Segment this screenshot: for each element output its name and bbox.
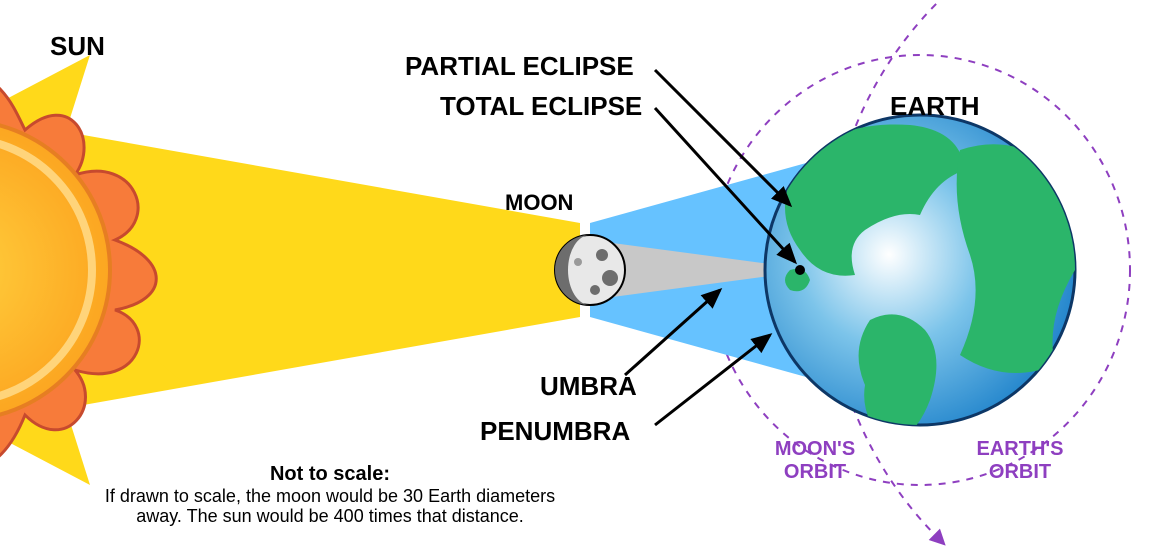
note-line-1: If drawn to scale, the moon would be 30 … bbox=[105, 486, 555, 506]
label-moons-orbit-1: MOON'S bbox=[775, 438, 855, 460]
earth bbox=[765, 115, 1095, 445]
label-partial-eclipse: PARTIAL ECLIPSE bbox=[405, 51, 634, 81]
label-earths-orbit-2: ORBIT bbox=[989, 461, 1051, 483]
note-line-2: away. The sun would be 400 times that di… bbox=[136, 506, 524, 526]
label-penumbra: PENUMBRA bbox=[480, 416, 630, 446]
eclipse-diagram: SUN EARTH MOON PARTIAL ECLIPSE TOTAL ECL… bbox=[0, 0, 1158, 548]
label-earth: EARTH bbox=[890, 91, 980, 121]
note-title: Not to scale: bbox=[270, 463, 390, 485]
label-earths-orbit-1: EARTH'S bbox=[977, 438, 1064, 460]
moon bbox=[555, 235, 625, 305]
label-umbra: UMBRA bbox=[540, 371, 637, 401]
label-total-eclipse: TOTAL ECLIPSE bbox=[440, 91, 642, 121]
label-sun: SUN bbox=[50, 31, 105, 61]
umbra-dot bbox=[795, 265, 805, 275]
label-moon: MOON bbox=[505, 190, 573, 215]
label-moons-orbit-2: ORBIT bbox=[784, 461, 846, 483]
arrow-partial-eclipse bbox=[655, 70, 790, 205]
